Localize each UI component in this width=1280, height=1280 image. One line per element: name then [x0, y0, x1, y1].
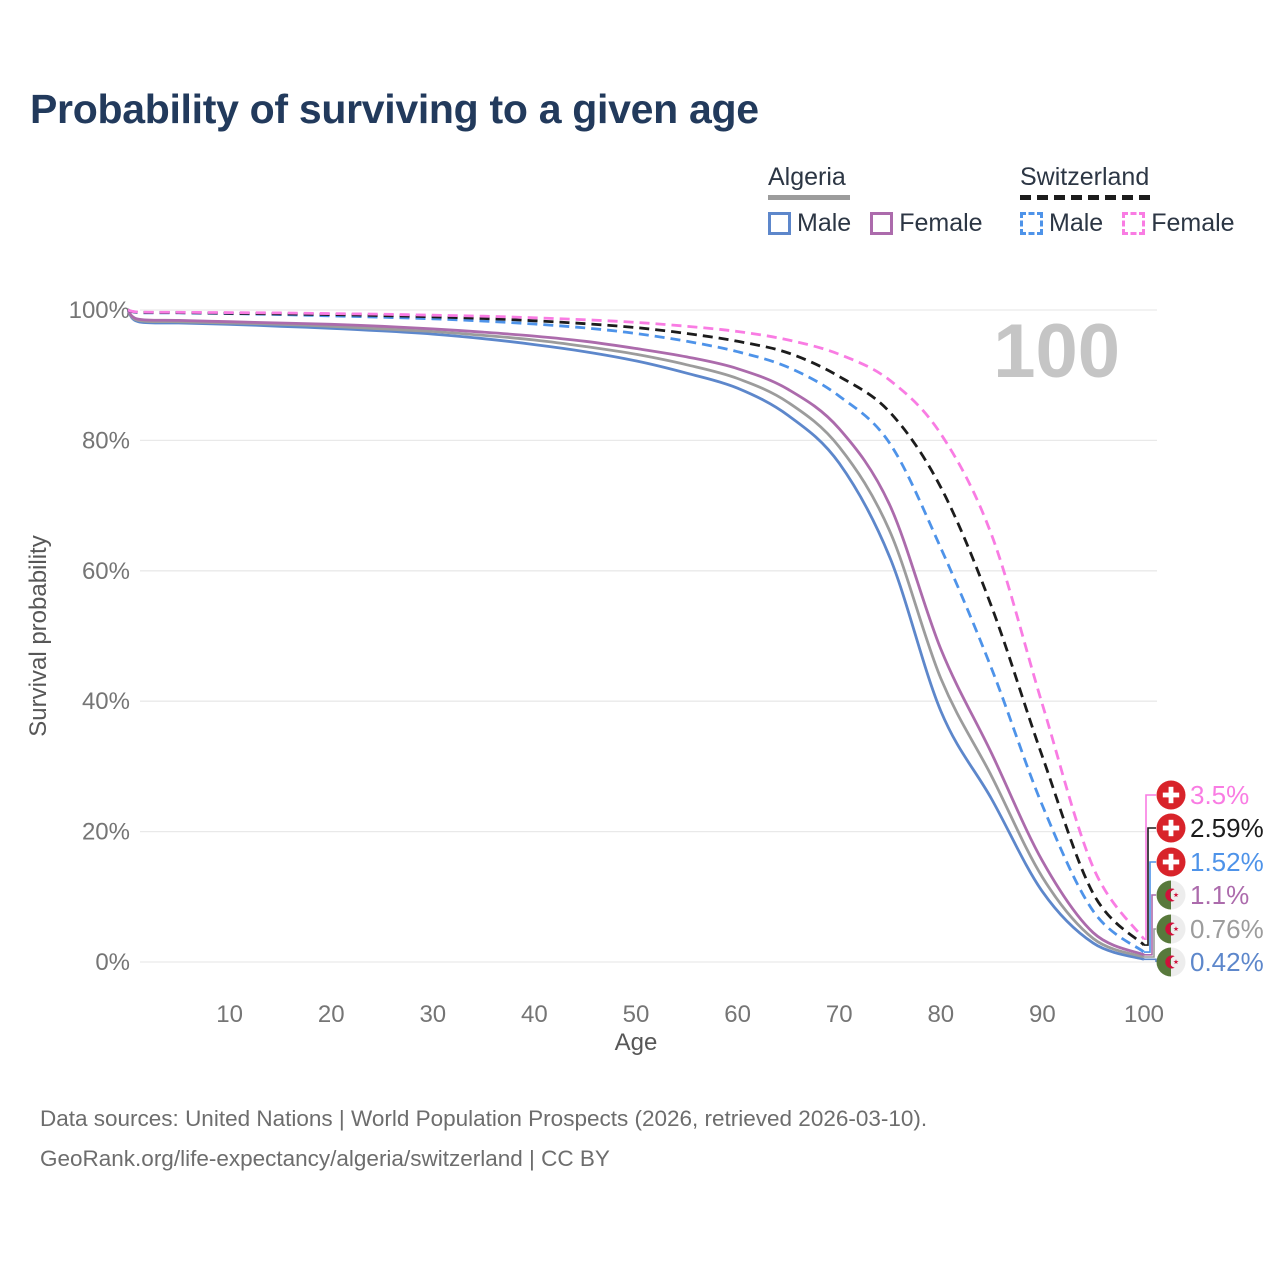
curve-algeria-male	[126, 309, 1145, 961]
switzerland-flag-icon	[1156, 813, 1186, 843]
x-tick-label: 100	[1124, 1001, 1164, 1028]
curve-switzerland-male	[127, 308, 1145, 954]
y-tick-label: 40%	[82, 688, 130, 715]
legend-country-line-style	[768, 195, 850, 200]
legend-swatch-icon	[1020, 212, 1043, 235]
legend-group-algeria: Algeria Male Female	[768, 163, 983, 238]
legend-item-label: Male	[797, 209, 852, 237]
x-tick-label: 80	[927, 1001, 954, 1028]
y-tick-label: 80%	[82, 427, 130, 454]
legend-group-switzerland: Switzerland Male Female	[1020, 163, 1235, 238]
end-value-label-switzerland-total: 2.59%	[1190, 813, 1264, 843]
x-tick-label: 40	[521, 1001, 548, 1028]
legend-swatch-icon	[1122, 212, 1146, 235]
legend-swatch-icon	[870, 212, 894, 235]
legend-item-label: Female	[899, 209, 983, 237]
legend-item-algeria-female[interactable]: Female	[870, 209, 983, 238]
curve-switzerland-total	[127, 308, 1145, 947]
legend-group-title: Algeria	[768, 163, 846, 191]
y-tick-label: 100%	[69, 297, 130, 324]
algeria-flag-icon	[1156, 947, 1186, 977]
x-tick-label: 60	[724, 1001, 751, 1028]
x-tick-label: 50	[623, 1001, 650, 1028]
legend-item-label: Male	[1049, 209, 1104, 237]
x-tick-label: 30	[419, 1001, 446, 1028]
y-tick-label: 0%	[95, 949, 130, 976]
leader-line-switzerland-female	[1144, 794, 1156, 940]
end-value-label-algeria-female: 1.1%	[1190, 880, 1249, 910]
page-title: Probability of surviving to a given age	[30, 86, 759, 132]
switzerland-flag-icon	[1156, 847, 1186, 877]
x-tick-label: 70	[826, 1001, 853, 1028]
y-tick-label: 60%	[82, 558, 130, 585]
age-watermark: 100	[993, 309, 1120, 394]
y-axis-title: Survival probability	[25, 535, 52, 736]
curve-algeria-total	[126, 309, 1145, 959]
curve-switzerland-female	[127, 308, 1146, 941]
leader-line-switzerland-male	[1144, 861, 1156, 953]
leader-line-switzerland-total	[1144, 827, 1156, 946]
x-tick-label: 10	[216, 1001, 243, 1028]
leader-line-algeria-female	[1144, 894, 1156, 956]
legend-swatch-icon	[768, 212, 791, 235]
legend-item-label: Female	[1151, 209, 1235, 237]
legend-group-title: Switzerland	[1020, 163, 1150, 191]
x-tick-label: 90	[1029, 1001, 1056, 1028]
leader-line-algeria-male	[1144, 958, 1157, 962]
y-tick-label: 20%	[82, 819, 130, 846]
data-sources-text: Data sources: United Nations | World Pop…	[40, 1106, 928, 1131]
switzerland-flag-icon	[1156, 780, 1186, 810]
x-axis-title: Age	[615, 1029, 658, 1056]
legend-country-line-style	[1020, 195, 1150, 200]
end-value-label-algeria-male: 0.42%	[1190, 947, 1264, 977]
legend-item-switzerland-male[interactable]: Male	[1020, 209, 1103, 238]
attribution-text: GeoRank.org/life-expectancy/algeria/swit…	[40, 1146, 610, 1171]
algeria-flag-icon	[1156, 914, 1186, 944]
leader-line-algeria-total	[1144, 928, 1156, 958]
x-tick-label: 20	[318, 1001, 345, 1028]
legend-item-switzerland-female[interactable]: Female	[1122, 209, 1235, 238]
end-value-label-switzerland-female: 3.5%	[1190, 780, 1249, 810]
algeria-flag-icon	[1156, 880, 1186, 910]
curve-algeria-female	[126, 308, 1145, 957]
end-value-label-algeria-total: 0.76%	[1190, 914, 1264, 944]
end-value-label-switzerland-male: 1.52%	[1190, 847, 1264, 877]
legend-item-algeria-male[interactable]: Male	[768, 209, 851, 238]
